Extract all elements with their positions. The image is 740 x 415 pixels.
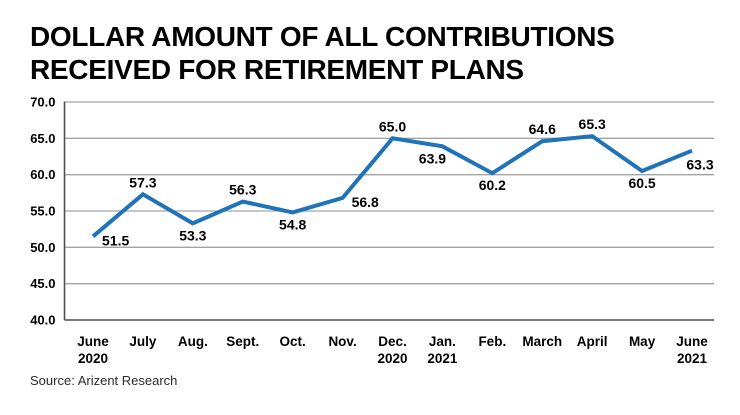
source-attribution: Source: Arizent Research xyxy=(30,373,178,388)
data-point-label: 51.5 xyxy=(102,232,129,248)
x-axis-tick-label: Feb. xyxy=(478,334,506,349)
x-axis-tick-label: 2021 xyxy=(427,351,458,366)
x-axis-tick-label: Dec. xyxy=(378,334,407,349)
y-axis-tick-label: 60.0 xyxy=(30,167,55,182)
x-axis-tick-label: Aug. xyxy=(178,334,208,349)
data-point-label: 54.8 xyxy=(279,216,306,232)
data-point-label: 60.2 xyxy=(479,177,506,193)
x-axis-tick-label: April xyxy=(577,334,608,349)
data-point-label: 63.3 xyxy=(686,157,713,173)
x-axis-tick-label: May xyxy=(629,334,656,349)
data-point-label: 63.9 xyxy=(419,150,446,166)
data-point-label: 57.3 xyxy=(129,174,156,190)
data-point-label: 65.0 xyxy=(379,118,406,134)
data-point-label: 53.3 xyxy=(179,227,206,243)
data-point-label: 60.5 xyxy=(628,175,655,191)
y-axis-tick-label: 45.0 xyxy=(30,276,55,291)
y-axis-tick-label: 70.0 xyxy=(30,95,55,110)
x-axis-tick-label: Jan. xyxy=(429,334,456,349)
y-axis-tick-label: 55.0 xyxy=(30,204,55,219)
x-axis-tick-label: June xyxy=(676,334,708,349)
trend-line xyxy=(91,134,693,238)
x-axis-tick-label: March xyxy=(522,334,562,349)
x-axis-tick-label: Oct. xyxy=(280,334,306,349)
chart-title-line-1: DOLLAR AMOUNT OF ALL CONTRIBUTIONS xyxy=(30,21,615,52)
x-axis-tick-label: Nov. xyxy=(328,334,356,349)
chart-title: DOLLAR AMOUNT OF ALL CONTRIBUTIONS RECEI… xyxy=(30,20,720,86)
x-axis-tick-label: 2020 xyxy=(377,351,407,366)
y-axis-tick-label: 65.0 xyxy=(30,131,55,146)
y-axis-tick-label: 40.0 xyxy=(30,313,55,328)
data-point-label: 65.3 xyxy=(579,116,606,132)
data-point-label: 64.6 xyxy=(529,121,556,137)
x-axis-tick-label: 2021 xyxy=(677,351,708,366)
y-axis-tick-label: 50.0 xyxy=(30,240,55,255)
x-axis-tick-label: 2020 xyxy=(78,351,108,366)
x-axis-tick-label: Sept. xyxy=(226,334,259,349)
data-point-label: 56.8 xyxy=(352,194,379,210)
chart-title-line-2: RECEIVED FOR RETIREMENT PLANS xyxy=(30,54,524,85)
x-axis-tick-label: July xyxy=(129,334,157,349)
x-axis-tick-label: June xyxy=(77,334,109,349)
data-point-label: 56.3 xyxy=(229,182,256,198)
